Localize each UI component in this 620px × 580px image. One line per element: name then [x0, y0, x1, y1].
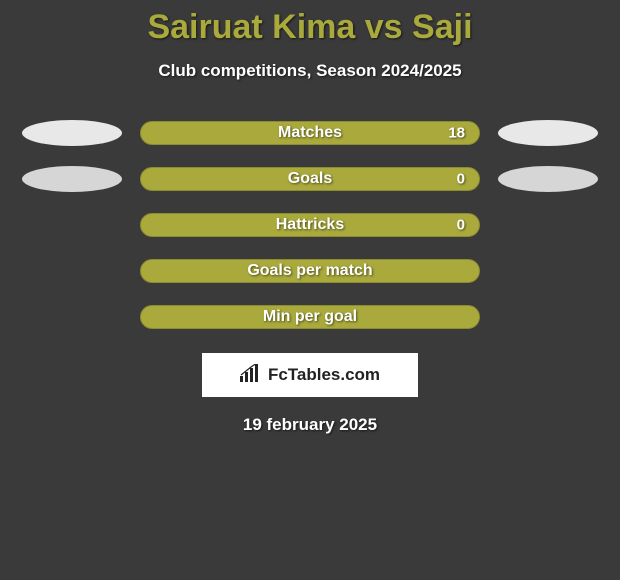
attribution-text: FcTables.com — [268, 365, 380, 385]
subtitle: Club competitions, Season 2024/2025 — [0, 61, 620, 81]
stat-value: 18 — [448, 125, 465, 142]
page-title: Sairuat Kima vs Saji — [0, 8, 620, 47]
stat-row: Min per goal — [0, 305, 620, 329]
stat-bar: Matches 18 — [140, 121, 480, 145]
attribution-box: FcTables.com — [202, 353, 418, 397]
date-text: 19 february 2025 — [0, 415, 620, 435]
player-oval-left — [22, 120, 122, 146]
chart-bars-icon — [240, 364, 262, 387]
player-oval-right — [498, 166, 598, 192]
stat-row: Matches 18 — [0, 121, 620, 145]
stat-label: Min per goal — [263, 308, 357, 326]
player-oval-right — [498, 120, 598, 146]
stat-row: Hattricks 0 — [0, 213, 620, 237]
stat-label: Goals — [288, 170, 332, 188]
stat-bar: Hattricks 0 — [140, 213, 480, 237]
attribution-inner: FcTables.com — [240, 364, 380, 387]
stat-bar: Goals 0 — [140, 167, 480, 191]
stat-bar: Min per goal — [140, 305, 480, 329]
stat-rows: Matches 18 Goals 0 Hattricks 0 Goals per match… — [0, 121, 620, 329]
stat-label: Matches — [278, 124, 342, 142]
player-oval-left — [22, 166, 122, 192]
stat-value: 0 — [457, 217, 465, 234]
stat-label: Goals per match — [247, 262, 372, 280]
chart-container: Sairuat Kima vs Saji Club competitions, … — [0, 0, 620, 435]
stat-row: Goals per match — [0, 259, 620, 283]
stat-bar: Goals per match — [140, 259, 480, 283]
stat-row: Goals 0 — [0, 167, 620, 191]
stat-value: 0 — [457, 171, 465, 188]
stat-label: Hattricks — [276, 216, 344, 234]
